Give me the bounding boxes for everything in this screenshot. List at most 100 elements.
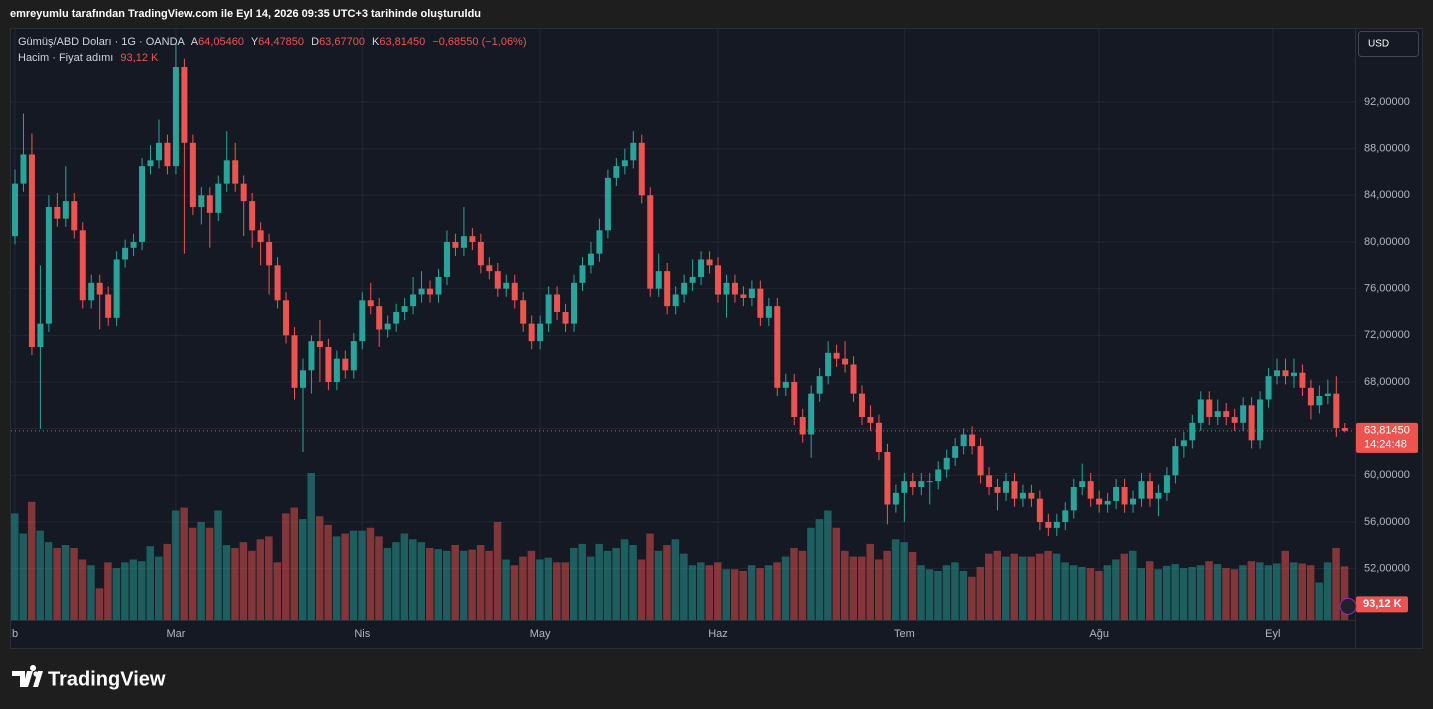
volume-bar	[485, 550, 493, 620]
change: −0,68550	[432, 36, 478, 48]
volume-bar	[519, 556, 527, 620]
candle-body	[681, 282, 688, 295]
candle-body	[698, 259, 705, 277]
candle-body	[232, 160, 239, 184]
candle-body	[943, 457, 950, 470]
candle-body	[782, 381, 789, 388]
candle-body	[460, 236, 467, 248]
candle-body	[579, 265, 586, 283]
candle-body	[291, 335, 298, 388]
candle-body	[1104, 500, 1111, 505]
candle-body	[316, 341, 323, 347]
candle-body	[71, 201, 78, 231]
volume-bar	[739, 571, 747, 620]
open-key: A	[191, 36, 199, 48]
volume-bar	[459, 550, 468, 620]
candle-body	[113, 259, 120, 318]
volume-bar	[1103, 565, 1112, 620]
candle-body	[689, 276, 696, 283]
currency-button[interactable]	[1358, 31, 1419, 57]
candle-body	[571, 282, 578, 324]
volume-bar	[214, 510, 222, 620]
volume-bar	[722, 569, 730, 620]
volume-bar	[222, 545, 231, 620]
candle-body	[1011, 481, 1018, 499]
volume-bar	[426, 547, 434, 620]
price-tag	[1356, 422, 1418, 453]
y-tick-label: 84,00000	[1364, 189, 1410, 201]
volume-bar	[1154, 569, 1162, 620]
logo-icon	[12, 665, 37, 687]
candle-body	[892, 492, 899, 505]
logo-text: TradingView	[48, 668, 166, 690]
candle-body	[1062, 510, 1069, 522]
volume-bar	[747, 565, 756, 620]
volume-bar	[1095, 571, 1103, 620]
volume-bar	[27, 501, 36, 620]
caption: emreyumlu tarafından TradingView.com ile…	[10, 8, 481, 20]
volume-bar	[544, 557, 553, 620]
candle-body	[596, 230, 603, 254]
volume-bar	[629, 545, 637, 620]
countdown: 14:24:48	[1364, 439, 1407, 451]
volume-bar	[942, 565, 951, 620]
volume-title: Hacim · Fiyat adımı	[18, 52, 113, 64]
volume-bar	[917, 565, 925, 620]
volume-bar	[1239, 565, 1247, 620]
candle-body	[1206, 399, 1213, 417]
x-tick-label: Nis	[354, 628, 370, 640]
x-tick-label: Eyl	[1265, 628, 1280, 640]
candle-body	[765, 306, 772, 318]
volume-bar	[451, 545, 459, 620]
symbol: Gümüş/ABD Doları · 1G · OANDA	[18, 36, 186, 48]
candle-body	[562, 311, 569, 324]
candle-body	[774, 306, 781, 388]
candle-body	[613, 166, 620, 178]
candle-body	[757, 288, 764, 318]
candle-body	[1002, 481, 1009, 493]
candle-body	[333, 358, 340, 382]
candle-body	[266, 241, 273, 266]
candle-body	[1121, 486, 1128, 505]
candle-body	[926, 481, 933, 483]
candle-body	[198, 195, 205, 207]
volume-bar	[620, 539, 629, 620]
volume-bar	[138, 561, 146, 620]
volume-bar	[730, 569, 739, 620]
candle-body	[672, 294, 679, 307]
volume-tag	[1356, 596, 1408, 613]
volume-bar	[925, 569, 934, 620]
volume-bar	[1179, 568, 1188, 620]
volume-bar	[1137, 568, 1146, 620]
volume-bar	[112, 568, 121, 620]
volume-bar	[290, 507, 299, 620]
candle-body	[545, 294, 552, 324]
volume-bar	[1120, 553, 1129, 620]
volume-bar	[807, 527, 815, 620]
volume-bar	[714, 562, 722, 620]
candle-body	[359, 300, 366, 342]
candle-body	[62, 201, 69, 219]
candle-body	[1189, 422, 1196, 441]
volume-bar	[1213, 564, 1222, 620]
volume-bar	[993, 550, 1002, 620]
candle-body	[1223, 411, 1230, 417]
candle-body	[20, 154, 27, 184]
candle-body	[1290, 372, 1297, 377]
volume-bar	[70, 547, 78, 620]
volume-bar	[61, 545, 70, 620]
candle-body	[181, 66, 188, 143]
candle-body	[1257, 399, 1264, 441]
candle-body	[308, 341, 315, 371]
candle-body	[427, 288, 434, 295]
candle-body	[1324, 393, 1331, 396]
volume-bar	[1205, 561, 1213, 620]
volume-bar	[146, 546, 155, 620]
volume-bar	[697, 562, 705, 620]
volume-bar	[553, 562, 561, 620]
candle-body	[511, 282, 518, 301]
currency[interactable]: USD	[1368, 39, 1389, 50]
candle-body	[410, 294, 417, 307]
volume-bar	[231, 547, 239, 620]
volume-bar	[87, 565, 95, 620]
